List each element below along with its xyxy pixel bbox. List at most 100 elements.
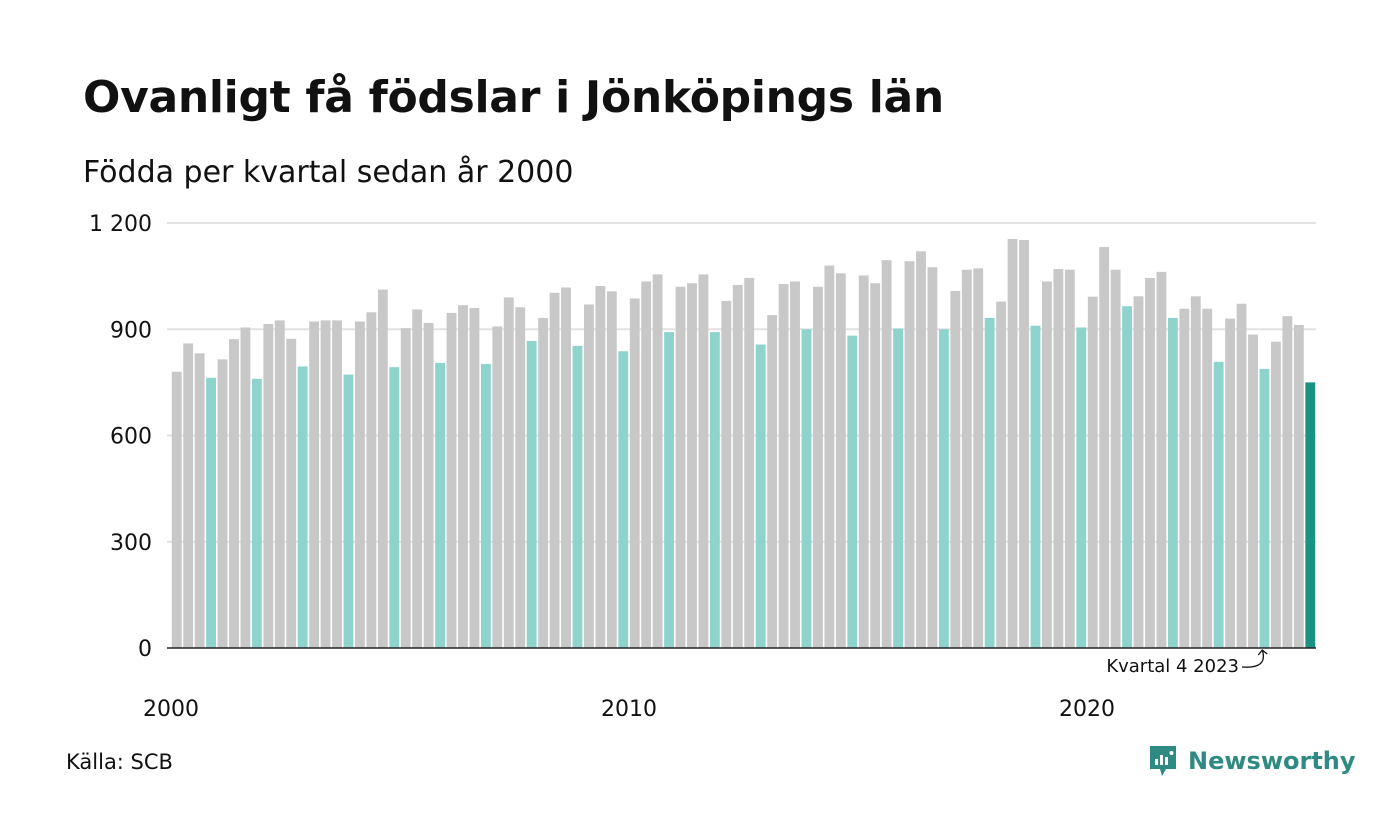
bar — [366, 312, 377, 648]
y-tick-label: 300 — [110, 531, 152, 556]
brand-name: Newsworthy — [1188, 747, 1356, 775]
brand-logo: Newsworthy — [1148, 744, 1356, 778]
bar — [526, 340, 537, 648]
chart-subtitle: Födda per kvartal sedan år 2000 — [83, 155, 574, 190]
bar — [503, 297, 514, 648]
bar — [1145, 277, 1155, 648]
x-axis-ticks: 2000 2010 2020 — [143, 697, 1115, 722]
y-tick-label: 600 — [110, 425, 152, 450]
bar — [893, 328, 903, 648]
bar — [309, 321, 320, 648]
bar — [664, 332, 674, 648]
bar — [732, 284, 743, 648]
bar — [1064, 269, 1075, 648]
bar — [549, 292, 560, 648]
bar — [1110, 269, 1121, 648]
bar — [950, 291, 961, 648]
bar — [595, 286, 606, 648]
bars — [171, 238, 1316, 649]
bar — [1156, 271, 1167, 648]
bar — [217, 359, 228, 648]
y-axis-ticks: 0 300 600 900 1 200 — [89, 212, 152, 662]
x-tick-label: 2000 — [143, 697, 199, 722]
y-tick-label: 1 200 — [89, 212, 152, 237]
bar — [996, 301, 1007, 648]
bar — [263, 323, 274, 648]
bar — [572, 345, 583, 648]
bar — [1271, 341, 1281, 648]
bar — [755, 344, 766, 648]
bar — [171, 371, 182, 648]
bar — [1248, 334, 1258, 648]
bar — [652, 274, 663, 648]
bar — [961, 269, 972, 648]
bar — [973, 268, 984, 648]
bar — [1213, 361, 1224, 648]
bar — [480, 363, 491, 648]
bar — [709, 332, 720, 648]
bar — [240, 327, 251, 648]
bar — [767, 315, 778, 648]
bar — [469, 308, 480, 648]
bar — [297, 366, 308, 648]
bar — [1259, 368, 1270, 648]
bar — [847, 335, 858, 648]
bar — [561, 287, 571, 648]
bar — [618, 351, 629, 648]
bar — [1122, 306, 1132, 648]
latest-annotation: Kvartal 4 2023 — [1106, 649, 1268, 677]
annotation-arrow-icon — [1241, 649, 1268, 668]
bar — [687, 283, 697, 648]
bar — [377, 289, 388, 648]
bar — [343, 374, 354, 648]
source-note: Källa: SCB — [66, 750, 173, 774]
bar — [229, 339, 239, 648]
bar — [538, 317, 549, 648]
bar — [584, 304, 594, 648]
bar — [251, 378, 262, 648]
bar — [606, 291, 617, 648]
bar — [641, 281, 652, 648]
bar — [332, 320, 342, 648]
bar — [881, 260, 892, 648]
bar — [904, 261, 915, 648]
bar — [1053, 269, 1064, 648]
bar — [1007, 238, 1018, 648]
bar — [870, 283, 881, 648]
bar — [286, 338, 297, 648]
bar — [446, 312, 457, 648]
bar — [1042, 281, 1052, 648]
bar — [1099, 247, 1110, 649]
bar — [790, 281, 800, 648]
bar — [1190, 296, 1201, 648]
bar — [194, 353, 205, 648]
bar — [675, 286, 686, 648]
bar — [938, 329, 949, 648]
bar — [183, 343, 194, 648]
bar — [1087, 296, 1098, 648]
bar — [400, 328, 411, 648]
bar — [744, 277, 755, 648]
bar — [813, 286, 823, 648]
bar — [1133, 296, 1144, 648]
bar — [274, 320, 285, 648]
bar — [801, 329, 812, 648]
bar — [1282, 316, 1293, 648]
bar — [698, 274, 709, 648]
bar — [858, 275, 869, 648]
bar — [984, 317, 995, 648]
bar — [1167, 317, 1178, 648]
bar — [355, 321, 365, 648]
bar — [835, 273, 846, 648]
bar — [1236, 303, 1247, 648]
bar — [389, 367, 400, 648]
bar — [1225, 318, 1236, 648]
bar — [721, 300, 732, 648]
y-tick-label: 0 — [138, 637, 152, 662]
bar — [458, 305, 468, 648]
x-tick-label: 2020 — [1059, 697, 1115, 722]
y-tick-label: 900 — [110, 318, 152, 343]
bar — [1076, 327, 1087, 648]
newsworthy-logo-icon — [1150, 746, 1176, 776]
